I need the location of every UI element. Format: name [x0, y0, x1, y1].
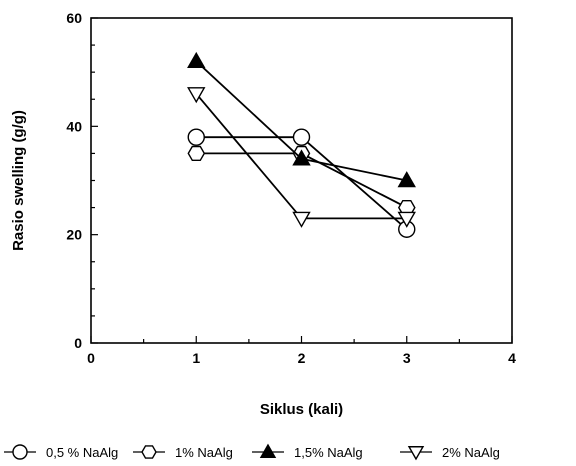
series	[187, 51, 416, 188]
marker-triangle-up	[292, 149, 311, 166]
legend-label: 0,5 % NaAlg	[46, 445, 118, 460]
marker-triangle-up	[397, 171, 416, 188]
marker-hexagon	[187, 145, 206, 162]
legend-item: 1,5% NaAlg	[252, 443, 363, 460]
marker-triangle-up	[187, 51, 206, 69]
legend-label: 1,5% NaAlg	[294, 445, 363, 460]
x-tick-label: 3	[403, 350, 411, 366]
x-axis-title: Siklus (kali)	[260, 401, 343, 418]
legend-label: 2% NaAlg	[442, 445, 500, 460]
marker-triangle-down	[187, 87, 206, 104]
y-tick-label: 20	[66, 227, 82, 243]
legend: 0,5 % NaAlg 1% NaAlg 1,5% NaAlg 2% NaAlg	[4, 443, 500, 461]
marker-triangle-down	[407, 446, 425, 461]
series-layer	[187, 51, 416, 238]
x-tick-label: 1	[192, 350, 200, 366]
legend-item: 2% NaAlg	[400, 445, 500, 461]
marker-triangle-up	[259, 443, 277, 458]
x-tick-label: 2	[298, 350, 306, 366]
series	[187, 87, 416, 228]
marker-circle	[12, 444, 28, 460]
series	[187, 128, 416, 238]
marker-circle	[187, 128, 205, 146]
x-tick-label: 0	[87, 350, 95, 366]
y-tick-label: 0	[74, 335, 82, 351]
plot-frame	[90, 17, 513, 344]
y-axis-title: Rasio swelling (g/g)	[10, 110, 27, 251]
marker-hexagon	[141, 445, 157, 459]
legend-label: 1% NaAlg	[175, 445, 233, 460]
y-tick-label: 60	[66, 10, 82, 26]
x-tick-label: 4	[508, 350, 516, 366]
marker-triangle-down	[397, 211, 416, 228]
legend-item: 1% NaAlg	[133, 445, 233, 460]
marker-triangle-down	[292, 211, 311, 228]
marker-circle	[292, 128, 311, 146]
legend-item: 0,5 % NaAlg	[4, 444, 118, 460]
y-tick-label: 40	[66, 118, 82, 134]
